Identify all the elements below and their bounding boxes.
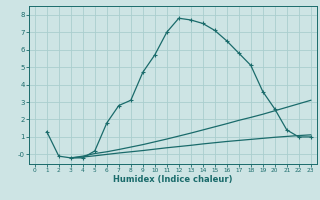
X-axis label: Humidex (Indice chaleur): Humidex (Indice chaleur): [113, 175, 233, 184]
